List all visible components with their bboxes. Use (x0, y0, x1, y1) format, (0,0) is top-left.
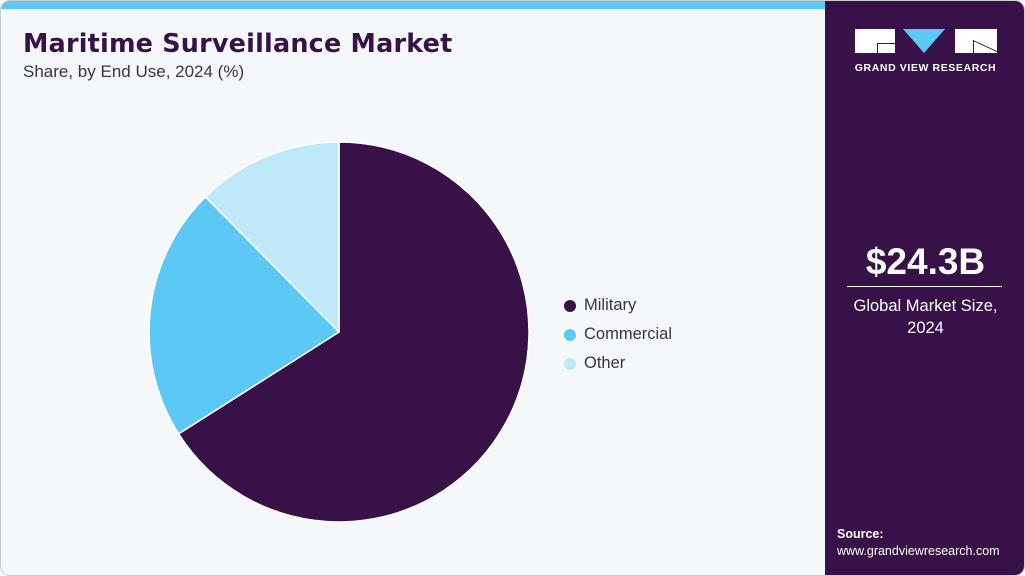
legend-item-military: Military (564, 291, 672, 320)
legend-dot-icon (564, 357, 576, 370)
market-size-label-line2: 2024 (907, 319, 944, 337)
pie-slice-military (177, 141, 530, 523)
pie-chart (148, 141, 530, 523)
source-link[interactable]: www.grandviewresearch.com (837, 544, 1000, 558)
grand-view-research-logo-icon (855, 29, 997, 53)
legend-item-commercial: Commercial (564, 320, 672, 349)
market-size-label-line1: Global Market Size, (853, 297, 998, 315)
chart-subtitle: Share, by End Use, 2024 (%) (23, 62, 245, 81)
info-panel: GRAND VIEW RESEARCH $24.3B Global Market… (825, 1, 1024, 575)
pie-slice-other (204, 141, 340, 333)
accent-bar (1, 1, 825, 9)
market-size-value: $24.3B (865, 241, 986, 282)
legend-label: Commercial (584, 325, 673, 343)
chart-legend: Military Commercial Other (564, 291, 672, 378)
chart-title: Maritime Surveillance Market (23, 29, 453, 59)
source-label: Source: (837, 527, 884, 541)
legend-label: Other (584, 354, 626, 372)
divider (847, 286, 1002, 287)
pie-slice-commercial (148, 196, 340, 435)
legend-item-other: Other (564, 349, 672, 378)
market-size-label: Global Market Size, 2024 (825, 295, 1024, 339)
chart-area: Maritime Surveillance Market Share, by E… (1, 1, 825, 575)
legend-label: Military (584, 296, 637, 314)
legend-dot-icon (564, 299, 576, 312)
logo-text: GRAND VIEW RESEARCH (854, 62, 997, 74)
legend-dot-icon (564, 328, 576, 341)
